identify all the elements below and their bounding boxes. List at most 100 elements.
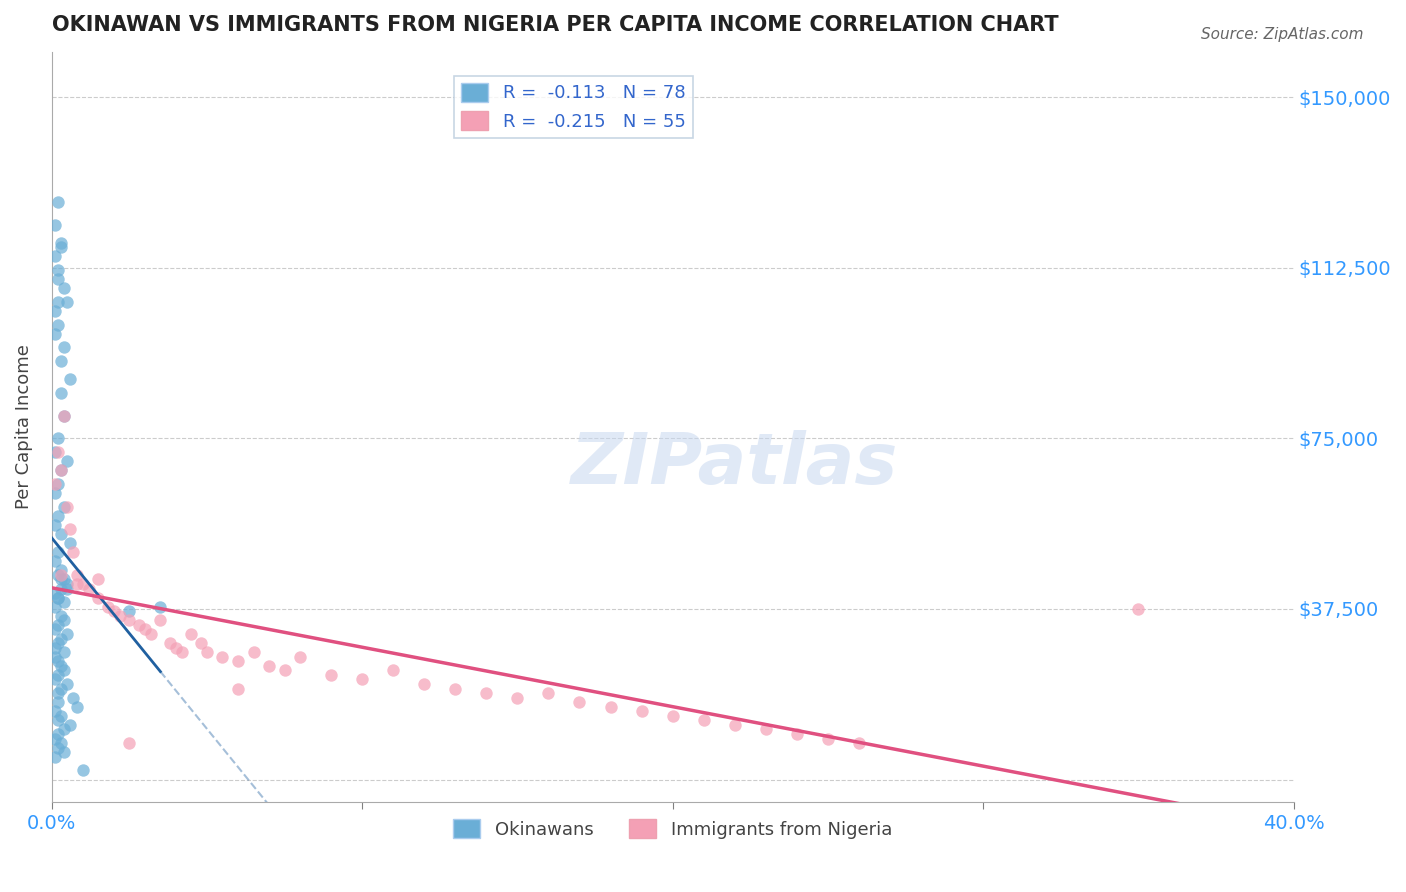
Point xyxy=(56,500,79,514)
Point xyxy=(46,668,69,682)
Point xyxy=(149,599,172,614)
Point xyxy=(817,731,839,746)
Point xyxy=(273,664,295,678)
Point xyxy=(226,654,249,668)
Point xyxy=(568,695,591,709)
Point xyxy=(46,714,69,728)
Point xyxy=(49,354,72,368)
Point xyxy=(159,636,181,650)
Point xyxy=(44,218,66,232)
Point xyxy=(65,699,87,714)
Point xyxy=(786,727,808,741)
Point xyxy=(444,681,467,696)
Point xyxy=(65,567,87,582)
Point xyxy=(53,281,76,295)
Point xyxy=(53,664,76,678)
Point xyxy=(59,372,82,386)
Point xyxy=(180,627,202,641)
Point xyxy=(56,454,79,468)
Point xyxy=(56,627,79,641)
Point xyxy=(475,686,498,700)
Point xyxy=(382,664,405,678)
Point xyxy=(257,658,280,673)
Y-axis label: Per Capita Income: Per Capita Income xyxy=(15,344,32,509)
Point xyxy=(44,640,66,655)
Point xyxy=(72,577,94,591)
Point xyxy=(53,409,76,423)
Point xyxy=(46,445,69,459)
Point xyxy=(134,623,156,637)
Point xyxy=(56,582,79,596)
Point xyxy=(53,613,76,627)
Point xyxy=(53,409,76,423)
Point xyxy=(65,577,87,591)
Point xyxy=(46,695,69,709)
Point xyxy=(44,649,66,664)
Point xyxy=(848,736,870,750)
Point xyxy=(211,649,233,664)
Point xyxy=(352,673,374,687)
Point xyxy=(49,681,72,696)
Point xyxy=(128,618,150,632)
Point xyxy=(49,463,72,477)
Point xyxy=(46,508,69,523)
Point xyxy=(537,686,560,700)
Point xyxy=(53,595,76,609)
Point xyxy=(44,554,66,568)
Point xyxy=(53,745,76,759)
Point xyxy=(97,599,120,614)
Point xyxy=(46,318,69,332)
Point xyxy=(62,690,84,705)
Point xyxy=(49,573,72,587)
Point xyxy=(49,582,72,596)
Point xyxy=(53,500,76,514)
Point xyxy=(46,272,69,286)
Point xyxy=(87,573,110,587)
Point xyxy=(62,545,84,559)
Point xyxy=(46,476,69,491)
Point xyxy=(59,536,82,550)
Point xyxy=(506,690,529,705)
Point xyxy=(44,517,66,532)
Point xyxy=(46,727,69,741)
Point xyxy=(46,295,69,310)
Point xyxy=(165,640,187,655)
Point xyxy=(44,326,66,341)
Point xyxy=(49,527,72,541)
Point xyxy=(87,591,110,605)
Point xyxy=(49,658,72,673)
Point xyxy=(53,723,76,737)
Point xyxy=(413,677,436,691)
Point xyxy=(49,736,72,750)
Point xyxy=(118,604,141,618)
Point xyxy=(49,240,72,254)
Point xyxy=(724,718,747,732)
Point xyxy=(139,627,162,641)
Point xyxy=(53,341,76,355)
Point xyxy=(77,582,100,596)
Point xyxy=(118,613,141,627)
Text: Source: ZipAtlas.com: Source: ZipAtlas.com xyxy=(1201,27,1364,42)
Point xyxy=(46,545,69,559)
Point xyxy=(56,577,79,591)
Point xyxy=(53,573,76,587)
Point xyxy=(108,608,131,623)
Point xyxy=(172,645,194,659)
Point xyxy=(46,591,69,605)
Point xyxy=(56,677,79,691)
Point xyxy=(46,194,69,209)
Point xyxy=(44,731,66,746)
Point xyxy=(599,699,621,714)
Point xyxy=(44,673,66,687)
Point xyxy=(190,636,212,650)
Point xyxy=(49,632,72,646)
Point xyxy=(72,764,94,778)
Point xyxy=(46,432,69,446)
Point xyxy=(49,386,72,401)
Point xyxy=(44,476,66,491)
Point xyxy=(56,295,79,310)
Point xyxy=(44,623,66,637)
Point xyxy=(44,445,66,459)
Point xyxy=(44,586,66,600)
Point xyxy=(226,681,249,696)
